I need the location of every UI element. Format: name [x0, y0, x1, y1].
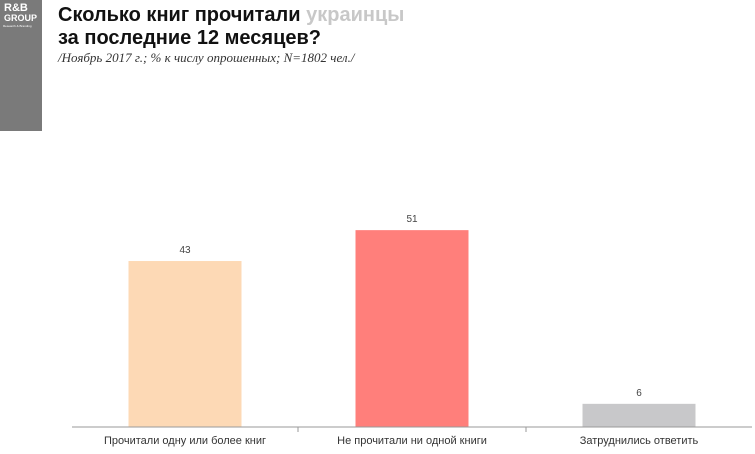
brand-logo: R&B GROUP Research & Branding	[0, 0, 42, 131]
title-text: Сколько книг прочитали	[58, 4, 307, 26]
logo-tagline: Research & Branding	[3, 24, 32, 28]
bar-1	[128, 261, 242, 427]
bar-2	[355, 230, 469, 427]
bar-3	[582, 403, 696, 427]
category-label-3: Затруднились ответить	[580, 435, 699, 447]
data-label-3: 6	[636, 388, 642, 399]
title-accent-text: украинцы	[306, 4, 405, 26]
chart-title: Сколько книг прочитали украинцы за после…	[58, 4, 404, 50]
title-line2-text: за последние 12 месяцев?	[58, 27, 322, 49]
data-label-2: 51	[406, 214, 418, 225]
category-label-1: Прочитали одну или более книг	[104, 435, 266, 447]
category-label-2: Не прочитали ни одной книги	[337, 435, 487, 447]
logo-text-rb: R&B	[4, 2, 28, 14]
logo-text-group: GROUP	[4, 13, 38, 23]
chart-subtitle: /Ноябрь 2017 г.; % к числу опрошенных; N…	[58, 50, 355, 65]
data-label-1: 43	[179, 245, 191, 256]
